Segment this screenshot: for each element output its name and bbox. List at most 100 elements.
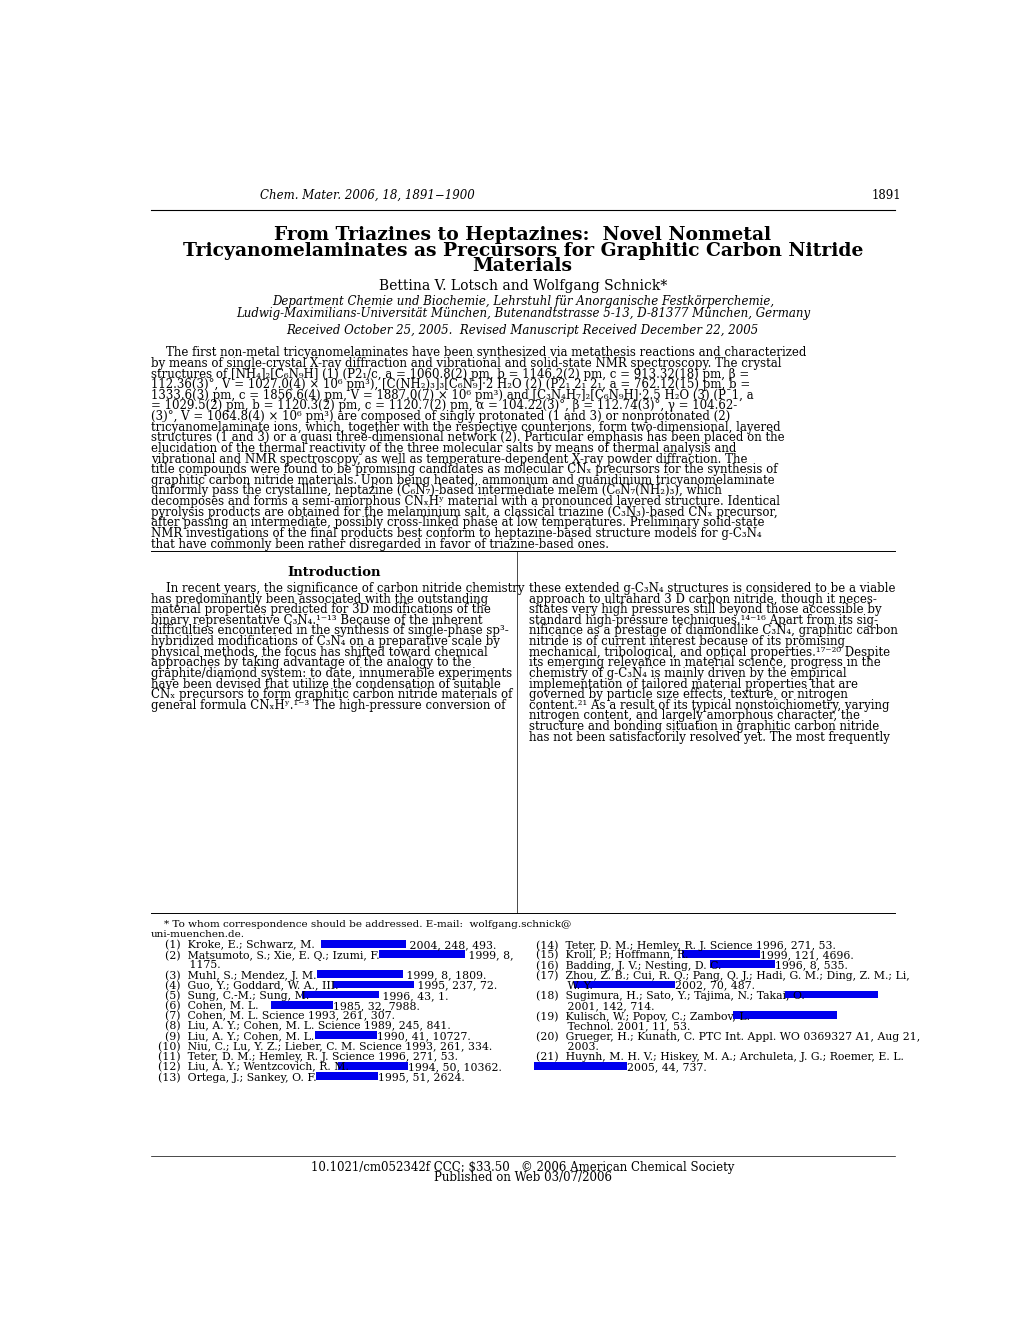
Text: 2001, 142, 714.: 2001, 142, 714.: [529, 1001, 654, 1011]
Text: nitrogen content, and largely amorphous character, the: nitrogen content, and largely amorphous …: [529, 709, 859, 722]
Text: 112.36(3)°, V = 1027.0(4) × 10⁶ pm³), [C(NH₂)₃]₃[C₆N₉]·2 H₂O (2) (P2₁ 2₁ 2₁, a =: 112.36(3)°, V = 1027.0(4) × 10⁶ pm³), [C…: [151, 378, 749, 391]
Bar: [316, 1072, 377, 1080]
Text: material properties predicted for 3D modifications of the: material properties predicted for 3D mod…: [151, 603, 490, 616]
Text: 2005, 44, 737.: 2005, 44, 737.: [627, 1061, 706, 1072]
Text: (1)  Kroke, E.; Schwarz, M.: (1) Kroke, E.; Schwarz, M.: [151, 940, 318, 950]
Text: The first non-metal tricyanomelaminates have been synthesized via metathesis rea: The first non-metal tricyanomelaminates …: [151, 346, 805, 359]
Text: binary representative C₃N₄.¹⁻¹³ Because of the inherent: binary representative C₃N₄.¹⁻¹³ Because …: [151, 614, 482, 627]
Text: 2003.: 2003.: [529, 1041, 598, 1052]
Text: Received October 25, 2005.  Revised Manuscript Received December 22, 2005: Received October 25, 2005. Revised Manus…: [286, 323, 758, 337]
Text: (11)  Teter, D. M.; Hemley, R. J. Science 1996, 271, 53.: (11) Teter, D. M.; Hemley, R. J. Science…: [151, 1052, 458, 1063]
Text: uniformly pass the crystalline, heptazine (C₆N₇)-based intermediate melem (C₆N₇(: uniformly pass the crystalline, heptazin…: [151, 484, 720, 498]
Text: by means of single-crystal X-ray diffraction and vibrational and solid-state NMR: by means of single-crystal X-ray diffrac…: [151, 356, 781, 370]
Text: NMR investigations of the final products best conform to heptazine-based structu: NMR investigations of the final products…: [151, 527, 760, 540]
Text: 1996, 8, 535.: 1996, 8, 535.: [774, 960, 848, 970]
Text: Published on Web 03/07/2006: Published on Web 03/07/2006: [433, 1171, 611, 1184]
Text: vibrational and NMR spectroscopy, as well as temperature-dependent X-ray powder : vibrational and NMR spectroscopy, as wel…: [151, 453, 747, 466]
Text: chemistry of g-C₃N₄ is mainly driven by the empirical: chemistry of g-C₃N₄ is mainly driven by …: [529, 667, 846, 680]
Bar: [321, 940, 407, 948]
Text: (3)  Muhl, S.; Mendez, J. M.: (3) Muhl, S.; Mendez, J. M.: [151, 970, 319, 981]
Text: = 1029.5(2) pm, b = 1120.3(2) pm, c = 1120.7(2) pm, α = 104.22(3)°, β = 112.74(3: = 1029.5(2) pm, b = 1120.3(2) pm, c = 11…: [151, 400, 737, 412]
Text: (18)  Sugimura, H.; Sato, Y.; Tajima, N.; Takai, O.: (18) Sugimura, H.; Sato, Y.; Tajima, N.;…: [529, 991, 807, 1002]
Text: (9)  Liu, A. Y.; Cohen, M. L.: (9) Liu, A. Y.; Cohen, M. L.: [151, 1031, 317, 1041]
Text: 1995, 237, 72.: 1995, 237, 72.: [414, 981, 497, 990]
Text: 1996, 43, 1.: 1996, 43, 1.: [379, 991, 448, 1001]
Text: Ludwig-Maximilians-Universität München, Butenandtstrasse 5-13, D-81377 München, : Ludwig-Maximilians-Universität München, …: [235, 308, 809, 319]
Text: pyrolysis products are obtained for the melaminium salt, a classical triazine (C: pyrolysis products are obtained for the …: [151, 506, 776, 519]
Text: Technol. 2001, 11, 53.: Technol. 2001, 11, 53.: [529, 1022, 690, 1031]
Bar: [709, 960, 774, 968]
Text: CNₓ precursors to form graphitic carbon nitride materials of: CNₓ precursors to form graphitic carbon …: [151, 688, 512, 701]
Text: (4)  Guo, Y.; Goddard, W. A., III.: (4) Guo, Y.; Goddard, W. A., III.: [151, 981, 341, 991]
Text: (14)  Teter, D. M.; Hemley, R. J. Science 1996, 271, 53.: (14) Teter, D. M.; Hemley, R. J. Science…: [529, 940, 835, 950]
Text: uni-muenchen.de.: uni-muenchen.de.: [151, 929, 245, 939]
Text: has predominantly been associated with the outstanding: has predominantly been associated with t…: [151, 593, 487, 606]
Text: graphitic carbon nitride materials. Upon being heated, ammonium and guanidinium : graphitic carbon nitride materials. Upon…: [151, 474, 773, 487]
Text: after passing an intermediate, possibly cross-linked phase at low temperatures. : after passing an intermediate, possibly …: [151, 516, 763, 529]
Text: Bettina V. Lotsch and Wolfgang Schnick*: Bettina V. Lotsch and Wolfgang Schnick*: [378, 280, 666, 293]
Text: 1995, 51, 2624.: 1995, 51, 2624.: [377, 1072, 464, 1082]
Bar: [332, 981, 414, 989]
Text: (19)  Kulisch, W.; Popov, C.; Zambov, L.: (19) Kulisch, W.; Popov, C.; Zambov, L.: [529, 1011, 753, 1022]
Text: (3)°, V = 1064.8(4) × 10⁶ pm³) are composed of singly protonated (1 and 3) or no: (3)°, V = 1064.8(4) × 10⁶ pm³) are compo…: [151, 411, 730, 422]
Text: 1990, 41, 10727.: 1990, 41, 10727.: [377, 1031, 471, 1041]
Bar: [784, 991, 876, 998]
Text: has not been satisfactorily resolved yet. The most frequently: has not been satisfactorily resolved yet…: [529, 731, 889, 743]
Text: mechanical, tribological, and optical properties.¹⁷⁻²⁰ Despite: mechanical, tribological, and optical pr…: [529, 645, 890, 659]
Text: have been devised that utilize the condensation of suitable: have been devised that utilize the conde…: [151, 677, 500, 690]
Text: 1999, 8,: 1999, 8,: [465, 950, 513, 960]
Text: graphite/diamond system: to date, innumerable experiments: graphite/diamond system: to date, innume…: [151, 667, 512, 680]
Text: From Triazines to Heptazines:  Novel Nonmetal: From Triazines to Heptazines: Novel Nonm…: [274, 226, 770, 244]
Bar: [534, 1061, 627, 1069]
Text: (21)  Huynh, M. H. V.; Hiskey, M. A.; Archuleta, J. G.; Roemer, E. L.: (21) Huynh, M. H. V.; Hiskey, M. A.; Arc…: [529, 1052, 903, 1063]
Text: tricyanomelaminate ions, which, together with the respective counterions, form t: tricyanomelaminate ions, which, together…: [151, 421, 780, 434]
Bar: [302, 991, 379, 998]
Bar: [574, 981, 674, 989]
Text: (10)  Niu, C.; Lu, Y. Z.; Lieber, C. M. Science 1993, 261, 334.: (10) Niu, C.; Lu, Y. Z.; Lieber, C. M. S…: [151, 1041, 491, 1052]
Bar: [317, 970, 403, 978]
Text: (5)  Sung, C.-M.; Sung, M.: (5) Sung, C.-M.; Sung, M.: [151, 991, 312, 1002]
Text: Chem. Mater. 2006, 18, 1891−1900: Chem. Mater. 2006, 18, 1891−1900: [260, 189, 475, 202]
Text: Department Chemie und Biochemie, Lehrstuhl für Anorganische Festkörperchemie,: Department Chemie und Biochemie, Lehrstu…: [271, 296, 773, 309]
Text: Tricyanomelaminates as Precursors for Graphitic Carbon Nitride: Tricyanomelaminates as Precursors for Gr…: [182, 242, 862, 260]
Text: 1333.6(3) pm, c = 1856.6(4) pm, V = 1887.0(7) × 10⁶ pm³) and [C₃N₄H₇]₂[C₆N₉H]·2.: 1333.6(3) pm, c = 1856.6(4) pm, V = 1887…: [151, 389, 753, 401]
Text: structures of [NH₄]₂[C₆N₉H] (1) (P2₁/c, a = 1060.8(2) pm, b = 1146.2(2) pm, c = : structures of [NH₄]₂[C₆N₉H] (1) (P2₁/c, …: [151, 367, 748, 380]
Bar: [338, 1061, 408, 1069]
Text: standard high-pressure techniques.¹⁴⁻¹⁶ Apart from its sig-: standard high-pressure techniques.¹⁴⁻¹⁶ …: [529, 614, 877, 627]
Bar: [379, 950, 465, 958]
Text: these extended g-C₃N₄ structures is considered to be a viable: these extended g-C₃N₄ structures is cons…: [529, 582, 895, 595]
Bar: [315, 1031, 377, 1039]
Text: (15)  Kroll, P.; Hoffmann, R.: (15) Kroll, P.; Hoffmann, R.: [529, 950, 691, 961]
Text: implementation of tailored material properties that are: implementation of tailored material prop…: [529, 677, 857, 690]
Bar: [682, 950, 759, 958]
Bar: [732, 1011, 837, 1019]
Text: decomposes and forms a semi-amorphous CNₓHʸ material with a pronounced layered s: decomposes and forms a semi-amorphous CN…: [151, 495, 779, 508]
Text: 1999, 8, 1809.: 1999, 8, 1809.: [403, 970, 485, 981]
Text: 1985, 32, 7988.: 1985, 32, 7988.: [332, 1001, 420, 1011]
Text: (8)  Liu, A. Y.; Cohen, M. L. Science 1989, 245, 841.: (8) Liu, A. Y.; Cohen, M. L. Science 198…: [151, 1022, 450, 1032]
Text: general formula CNₓHʸ.¹⁻³ The high-pressure conversion of: general formula CNₓHʸ.¹⁻³ The high-press…: [151, 698, 504, 711]
Text: approach to ultrahard 3 D carbon nitride, though it neces-: approach to ultrahard 3 D carbon nitride…: [529, 593, 876, 606]
Text: title compounds were found to be promising candidates as molecular CNₓ precursor: title compounds were found to be promisi…: [151, 463, 776, 477]
Text: 1175.: 1175.: [151, 960, 220, 970]
Text: approaches by taking advantage of the analogy to the: approaches by taking advantage of the an…: [151, 656, 471, 669]
Bar: [271, 1001, 332, 1008]
Text: 1994, 50, 10362.: 1994, 50, 10362.: [408, 1061, 501, 1072]
Text: W. Y.: W. Y.: [529, 981, 596, 990]
Text: structure and bonding situation in graphitic carbon nitride: structure and bonding situation in graph…: [529, 719, 878, 733]
Text: Materials: Materials: [472, 257, 573, 275]
Text: 2002, 70, 487.: 2002, 70, 487.: [674, 981, 754, 990]
Text: physical methods, the focus has shifted toward chemical: physical methods, the focus has shifted …: [151, 645, 487, 659]
Text: nificance as a prestage of diamondlike C₃N₄, graphitic carbon: nificance as a prestage of diamondlike C…: [529, 624, 897, 638]
Text: difficulties encountered in the synthesis of single-phase sp³-: difficulties encountered in the synthesi…: [151, 624, 508, 638]
Text: (17)  Zhou, Z. B.; Cui, R. Q.; Pang, Q. J.; Hadi, G. M.; Ding, Z. M.; Li,: (17) Zhou, Z. B.; Cui, R. Q.; Pang, Q. J…: [529, 970, 909, 981]
Text: 10.1021/cm052342f CCC: $33.50   © 2006 American Chemical Society: 10.1021/cm052342f CCC: $33.50 © 2006 Ame…: [311, 1162, 734, 1173]
Text: hybridized modifications of C₃N₄ on a preparative scale by: hybridized modifications of C₃N₄ on a pr…: [151, 635, 499, 648]
Text: elucidation of the thermal reactivity of the three molecular salts by means of t: elucidation of the thermal reactivity of…: [151, 442, 736, 455]
Text: (2)  Matsumoto, S.; Xie, E. Q.; Izumi, F.: (2) Matsumoto, S.; Xie, E. Q.; Izumi, F.: [151, 950, 382, 961]
Text: * To whom correspondence should be addressed. E-mail:  wolfgang.schnick@: * To whom correspondence should be addre…: [151, 920, 571, 929]
Text: structures (1 and 3) or a quasi three-dimensional network (2). Particular emphas: structures (1 and 3) or a quasi three-di…: [151, 432, 784, 445]
Text: 1891: 1891: [870, 189, 900, 202]
Text: content.²¹ As a result of its typical nonstoichiometry, varying: content.²¹ As a result of its typical no…: [529, 698, 889, 711]
Text: that have commonly been rather disregarded in favor of triazine-based ones.: that have commonly been rather disregard…: [151, 537, 608, 550]
